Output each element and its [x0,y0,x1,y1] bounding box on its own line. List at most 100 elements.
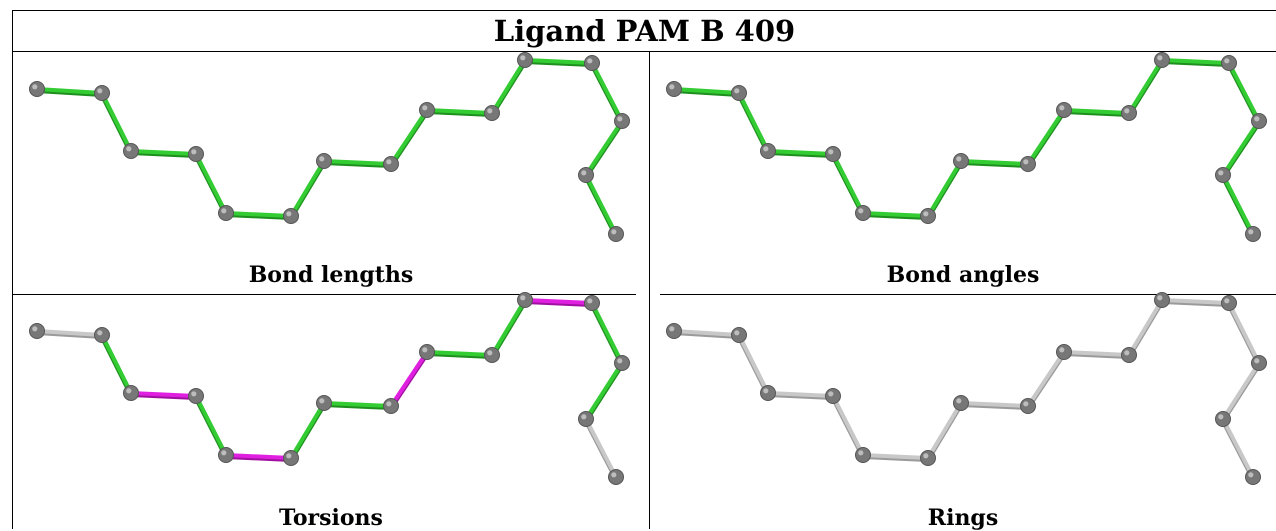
atom-highlight [617,358,623,364]
bond-magenta [129,391,198,398]
atom [419,344,435,360]
bond-green [831,152,865,215]
atom [614,355,630,371]
panel-torsions: Torsions [13,292,649,531]
atom-highlight [587,58,593,64]
bond-green [224,211,293,218]
bond-green [289,159,326,218]
atom-highlight [319,398,325,404]
atom-highlight [286,211,292,217]
bond-green [523,58,594,65]
panel-divider-left [13,294,636,295]
atom [1056,102,1072,118]
atom-highlight [956,156,962,162]
bond-grey [959,401,1030,408]
atom-highlight [923,453,929,459]
atom [94,85,110,101]
panel-rings: Rings [650,292,1276,531]
bond-green [766,149,835,156]
bond-grey [766,391,835,398]
atom-highlight [487,350,493,356]
atom-highlight [1254,358,1260,364]
atom [608,226,624,242]
bond-green [1227,61,1261,123]
bond-green [490,58,527,115]
atom-highlight [1157,295,1163,301]
atom-highlight [1124,108,1130,114]
atom-highlight [858,208,864,214]
atom-highlight [1248,472,1254,478]
atom [316,153,332,169]
atom [1221,295,1237,311]
atom [218,447,234,463]
bond-green [590,61,624,123]
atom-highlight [1254,116,1260,122]
atom [608,469,624,485]
bond-green [672,87,741,95]
atom-highlight [32,84,38,90]
panel-divider-right [660,294,1276,295]
atom [614,113,630,129]
bond-grey [737,333,770,395]
atom-highlight [1059,105,1065,111]
atom [1215,411,1231,427]
atom-highlight [858,450,864,456]
atom-highlight [1023,159,1029,165]
atom [1245,469,1261,485]
bond-grey [1160,298,1231,305]
atom [1251,113,1267,129]
bond-grey [672,329,741,337]
bond-green [959,159,1030,166]
bond-green [584,361,624,421]
atom [920,208,936,224]
atom-highlight [319,156,325,162]
caption-bond-lengths: Bond lengths [248,262,414,288]
bond-magenta [523,298,594,305]
atom [1056,344,1072,360]
bond-green [1160,58,1231,65]
bond-green [322,401,393,408]
bond-grey [1127,298,1164,357]
atom [283,450,299,466]
atom-highlight [221,208,227,214]
atom [123,143,139,159]
atom-highlight [1218,170,1224,176]
atom-highlight [386,159,392,165]
atom-highlight [1124,350,1130,356]
bond-green [322,159,393,166]
atom [578,167,594,183]
bond-green [35,87,104,95]
bond-grey [831,394,865,457]
atom-highlight [1224,58,1230,64]
atom-highlight [32,326,38,332]
atom-highlight [669,326,675,332]
bond-green [194,152,228,215]
atom-highlight [1023,401,1029,407]
bond-grey [1221,361,1261,421]
bond-green [737,91,770,153]
molecule-bond-angles [666,52,1267,242]
atom [825,388,841,404]
atom-highlight [422,347,428,353]
atom [123,385,139,401]
bond-grey [35,329,104,337]
atom-highlight [734,88,740,94]
atom-highlight [286,453,292,459]
bond-green [584,173,618,236]
atom-highlight [763,146,769,152]
atom-highlight [1218,414,1224,420]
panel-bond-angles: Bond angles [650,52,1276,294]
atom-highlight [923,211,929,217]
bond-grey [926,401,963,460]
bond-green [289,401,326,460]
caption-rings: Rings [927,505,999,531]
bond-green [584,119,624,177]
bond-grey [861,453,930,460]
molecule-bond-lengths [29,52,630,242]
bond-grey [1026,350,1066,408]
atom-highlight [97,88,103,94]
atom-highlight [191,149,197,155]
atom-highlight [126,146,132,152]
atom [584,55,600,71]
bond-grey [1221,417,1255,479]
